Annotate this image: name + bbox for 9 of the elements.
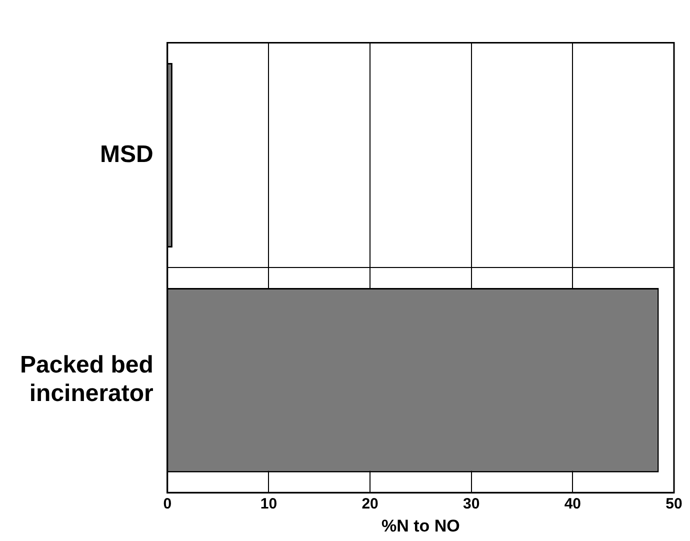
x-axis-title: %N to NO xyxy=(382,516,460,536)
y-tick-label: MSD xyxy=(100,140,154,168)
x-tick-label: 30 xyxy=(463,496,480,513)
x-tick-label: 0 xyxy=(163,496,172,513)
x-tick-label: 10 xyxy=(260,496,278,513)
x-tick-label: 40 xyxy=(564,496,582,513)
y-tick-label: Packed bed incinerator xyxy=(20,351,154,408)
x-tick-label: 50 xyxy=(666,496,682,513)
x-tick-label: 20 xyxy=(362,496,378,513)
